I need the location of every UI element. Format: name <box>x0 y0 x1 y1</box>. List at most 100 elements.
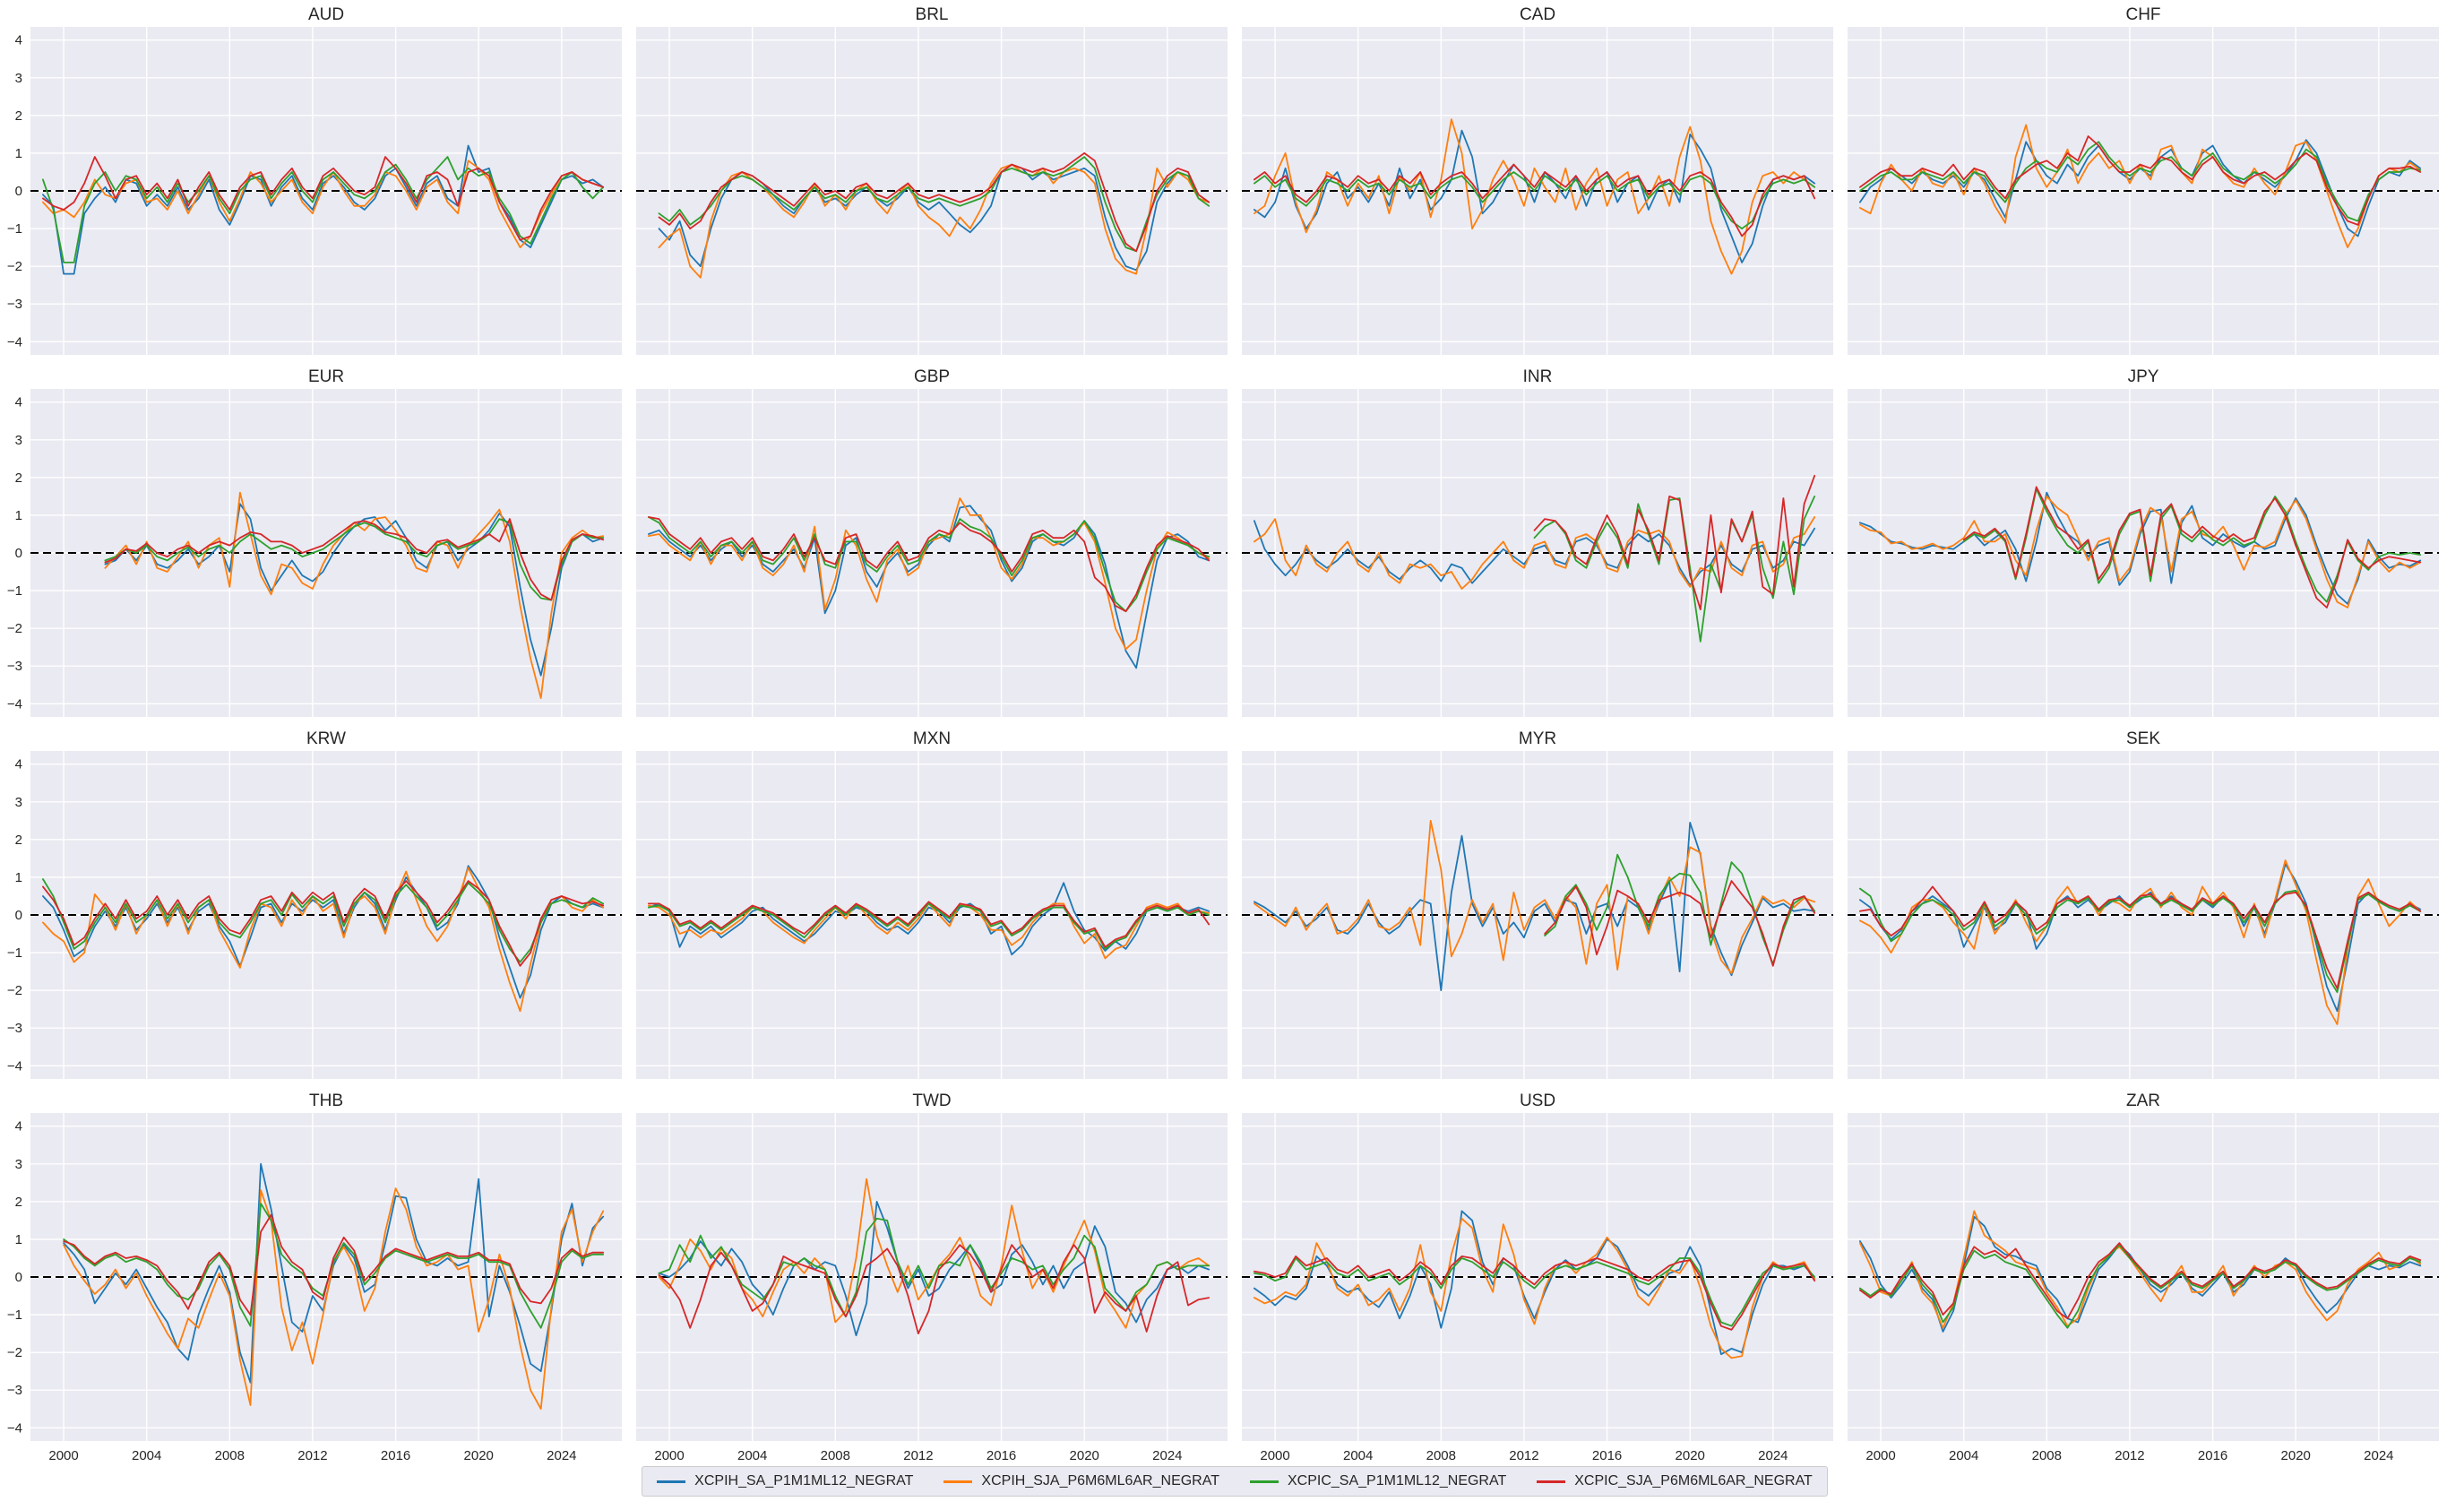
y-tick-label: 1 <box>15 1232 22 1247</box>
y-tick-label: −2 <box>7 621 22 636</box>
legend-label: XCPIC_SA_P1M1ML12_NEGRAT <box>1288 1473 1507 1488</box>
panel-INR: INR <box>1242 367 1833 717</box>
x-tick-label: 2024 <box>547 1448 576 1463</box>
series-XCPIC_SJA_P6M6ML6AR_NEGRAT <box>1859 1242 2422 1320</box>
panel-AUD: AUD −4 −3 −2 −1 0 1 2 3 4 <box>7 5 622 355</box>
legend-item-XCPIC_SJA_P6M6ML6AR_NEGRAT: XCPIC_SJA_P6M6ML6AR_NEGRAT <box>1537 1473 1813 1489</box>
legend-item-XCPIC_SA_P1M1ML12_NEGRAT: XCPIC_SA_P1M1ML12_NEGRAT <box>1250 1473 1506 1489</box>
panel-title-BRL: BRL <box>915 5 949 24</box>
series-XCPIC_SA_P1M1ML12_NEGRAT <box>658 1217 1210 1318</box>
y-tick-label: 1 <box>15 146 22 161</box>
series-XCPIC_SJA_P6M6ML6AR_NEGRAT <box>1544 880 1816 967</box>
series-XCPIH_SJA_P6M6ML6AR_NEGRAT <box>1254 516 1816 590</box>
panel-title-MYR: MYR <box>1518 729 1557 748</box>
y-tick-label: 1 <box>15 870 22 885</box>
series-XCPIH_SA_P1M1ML12_NEGRAT <box>1254 129 1816 263</box>
x-tick-label: 2012 <box>1509 1448 1538 1463</box>
panel-title-TWD: TWD <box>912 1092 952 1110</box>
chart-TWD: 2000 2004 2008 2012 2016 2020 2024 <box>636 1113 1228 1463</box>
y-tick-label: 0 <box>15 1270 22 1285</box>
legend-label: XCPIH_SA_P1M1ML12_NEGRAT <box>694 1473 914 1488</box>
panel-JPY: JPY <box>1848 367 2439 717</box>
chart-AUD: −4 −3 −2 −1 0 1 2 3 4 <box>7 27 622 355</box>
x-tick-label: 2024 <box>2364 1448 2393 1463</box>
y-tick-label: −1 <box>7 221 22 237</box>
chart-BRL <box>636 27 1228 355</box>
series-XCPIH_SA_P1M1ML12_NEGRAT <box>42 865 605 999</box>
chart-KRW: −4 −3 −2 −1 0 1 2 3 4 <box>7 751 622 1079</box>
legend-line-icon <box>1537 1480 1566 1483</box>
panel-KRW: KRW −4 −3 −2 −1 0 1 2 3 4 <box>7 729 622 1079</box>
series-XCPIH_SA_P1M1ML12_NEGRAT <box>648 505 1210 669</box>
series-XCPIC_SA_P1M1ML12_NEGRAT <box>648 516 1210 613</box>
chart-grid: AUD −4 −3 −2 −1 0 1 2 3 4 BRL CAD CHF EUR −4 −3 −2 −1 0 1 2 3… <box>7 5 2439 1464</box>
chart-CAD <box>1242 27 1833 355</box>
series-XCPIC_SA_P1M1ML12_NEGRAT <box>1859 141 2422 222</box>
y-tick-label: 2 <box>15 1195 22 1210</box>
series-XCPIC_SA_P1M1ML12_NEGRAT <box>658 156 1210 253</box>
x-tick-label: 2024 <box>1758 1448 1788 1463</box>
legend-item-XCPIH_SA_P1M1ML12_NEGRAT: XCPIH_SA_P1M1ML12_NEGRAT <box>657 1473 913 1489</box>
x-tick-label: 2012 <box>903 1448 933 1463</box>
series-XCPIC_SA_P1M1ML12_NEGRAT <box>1859 1244 2422 1329</box>
panel-title-MXN: MXN <box>912 729 952 748</box>
series-XCPIC_SJA_P6M6ML6AR_NEGRAT <box>1859 885 2422 989</box>
series-XCPIC_SJA_P6M6ML6AR_NEGRAT <box>1859 135 2422 226</box>
x-tick-label: 2000 <box>1260 1448 1289 1463</box>
legend: XCPIH_SA_P1M1ML12_NEGRAT XCPIH_SJA_P6M6ML… <box>642 1466 1828 1497</box>
x-tick-label: 2008 <box>215 1448 245 1463</box>
series-XCPIC_SA_P1M1ML12_NEGRAT <box>1533 496 1816 643</box>
y-tick-label: 0 <box>15 908 22 923</box>
y-tick-label: −1 <box>7 1307 22 1323</box>
series-XCPIH_SA_P1M1ML12_NEGRAT <box>42 144 605 275</box>
legend-wrap: XCPIH_SA_P1M1ML12_NEGRAT XCPIH_SJA_P6M6ML… <box>30 1466 2439 1497</box>
x-tick-label: 2016 <box>381 1448 410 1463</box>
x-tick-label: 2000 <box>654 1448 684 1463</box>
panel-title-CHF: CHF <box>2125 5 2161 24</box>
series-XCPIC_SA_P1M1ML12_NEGRAT <box>104 518 605 601</box>
x-tick-label: 2016 <box>986 1448 1016 1463</box>
y-tick-label: 2 <box>15 108 22 124</box>
series-XCPIH_SJA_P6M6ML6AR_NEGRAT <box>1254 1217 1816 1359</box>
panel-EUR: EUR −4 −3 −2 −1 0 1 2 3 4 <box>7 367 622 717</box>
y-tick-label: −4 <box>7 334 22 349</box>
series-XCPIC_SA_P1M1ML12_NEGRAT <box>42 156 605 263</box>
x-tick-label: 2020 <box>2281 1448 2311 1463</box>
panel-THB: THB −4 −3 −2 −1 0 1 2 3 4 2000 2004 2008 2012 2016 2020… <box>7 1092 622 1464</box>
series-XCPIH_SJA_P6M6ML6AR_NEGRAT <box>1859 496 2422 608</box>
panel-SEK: SEK <box>1848 729 2439 1079</box>
y-tick-label: −1 <box>7 945 22 961</box>
chart-THB: −4 −3 −2 −1 0 1 2 3 4 2000 2004 2008 2012 2016 2020 202… <box>7 1113 622 1463</box>
chart-GBP <box>636 389 1228 717</box>
series-XCPIC_SJA_P6M6ML6AR_NEGRAT <box>1533 474 1816 610</box>
series-XCPIC_SA_P1M1ML12_NEGRAT <box>1859 887 2422 994</box>
x-tick-label: 2004 <box>1949 1448 1978 1463</box>
series-XCPIC_SA_P1M1ML12_NEGRAT <box>63 1203 605 1329</box>
chart-ZAR: 2000 2004 2008 2012 2016 2020 2024 <box>1848 1113 2439 1463</box>
series-XCPIH_SJA_P6M6ML6AR_NEGRAT <box>1254 118 1816 275</box>
x-tick-label: 2020 <box>1676 1448 1705 1463</box>
series-XCPIC_SA_P1M1ML12_NEGRAT <box>648 902 1210 950</box>
series-XCPIC_SJA_P6M6ML6AR_NEGRAT <box>1254 163 1816 237</box>
series-XCPIC_SA_P1M1ML12_NEGRAT <box>1254 171 1816 229</box>
x-tick-label: 2024 <box>1152 1448 1182 1463</box>
chart-INR <box>1242 389 1833 717</box>
x-tick-label: 2004 <box>737 1448 767 1463</box>
x-tick-label: 2012 <box>297 1448 327 1463</box>
y-tick-label: 4 <box>15 1119 22 1135</box>
panel-ZAR: ZAR 2000 2004 2008 2012 2016 2020 2024 <box>1848 1092 2439 1464</box>
panel-GBP: GBP <box>636 367 1228 717</box>
panel-BRL: BRL <box>636 5 1228 355</box>
y-tick-label: 3 <box>15 71 22 86</box>
panel-title-THB: THB <box>309 1092 343 1110</box>
legend-label: XCPIH_SJA_P6M6ML6AR_NEGRAT <box>981 1473 1219 1488</box>
series-XCPIC_SJA_P6M6ML6AR_NEGRAT <box>1962 486 2422 608</box>
legend-item-XCPIH_SJA_P6M6ML6AR_NEGRAT: XCPIH_SJA_P6M6ML6AR_NEGRAT <box>943 1473 1219 1489</box>
x-tick-label: 2000 <box>1865 1448 1895 1463</box>
x-tick-label: 2008 <box>1426 1448 1456 1463</box>
series-XCPIC_SA_P1M1ML12_NEGRAT <box>42 878 605 963</box>
chart-MXN <box>636 751 1228 1079</box>
x-tick-label: 2020 <box>464 1448 494 1463</box>
chart-EUR: −4 −3 −2 −1 0 1 2 3 4 <box>7 389 622 717</box>
